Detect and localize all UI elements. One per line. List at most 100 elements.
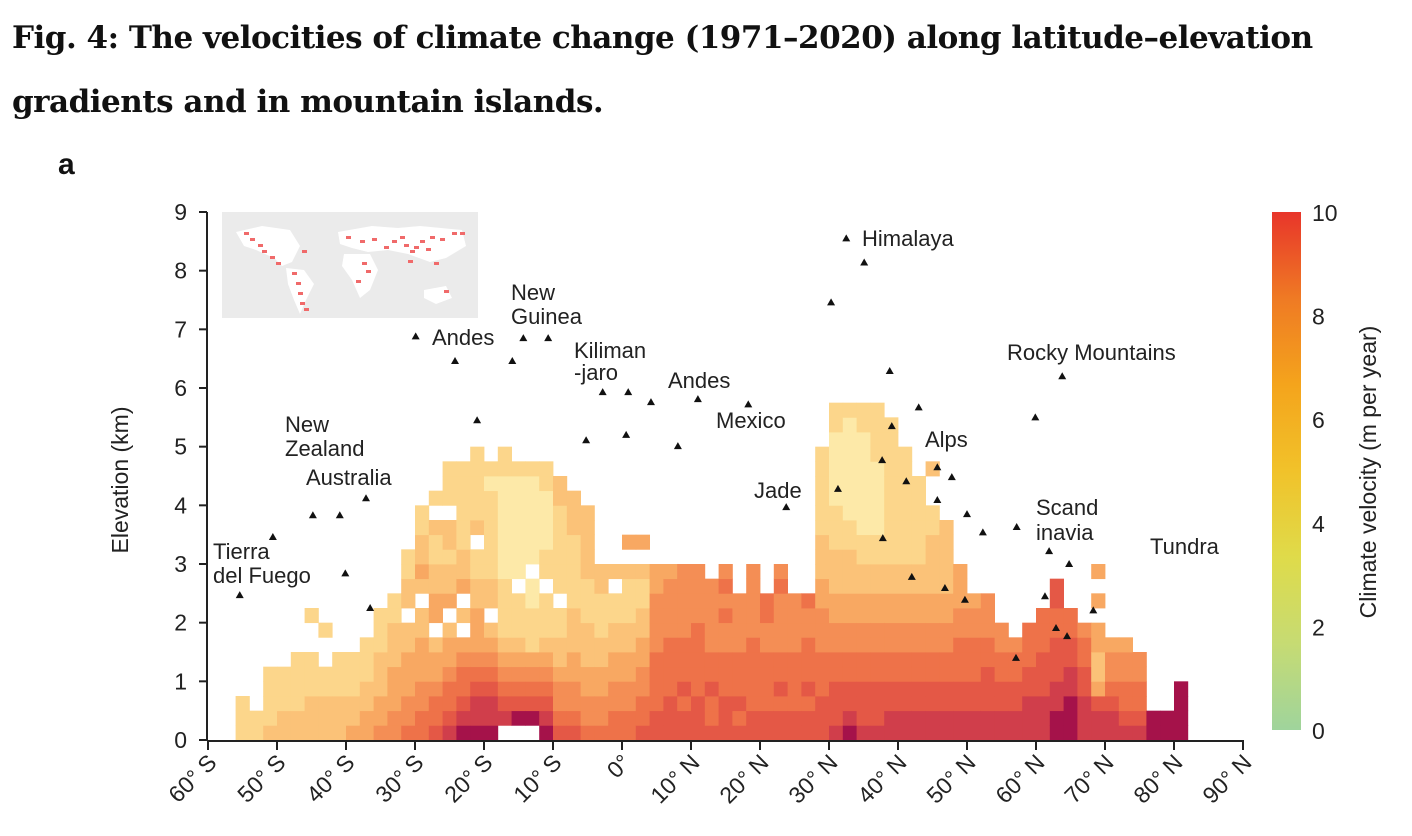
heatmap-cell [663, 725, 678, 741]
heatmap-cell [428, 681, 443, 697]
heatmap-cell [898, 578, 913, 594]
heatmap-cell [622, 666, 637, 682]
heatmap-cell [870, 681, 885, 697]
heatmap-cell [401, 725, 416, 741]
heatmap-cell [539, 725, 554, 741]
inset-mountain-highlight [420, 240, 425, 243]
y-tick-label: 7 [174, 316, 187, 342]
heatmap-cell [953, 710, 968, 726]
colorbar-tick-label: 0 [1312, 718, 1325, 744]
heatmap-cell [415, 520, 430, 536]
x-tick-label: 0° [602, 749, 636, 783]
heatmap-cell [1132, 710, 1147, 726]
inset-continent [338, 226, 466, 262]
heatmap-cell [359, 666, 374, 682]
heatmap-cell [1036, 637, 1051, 653]
heatmap-cell [470, 476, 485, 492]
heatmap-cell [387, 681, 402, 697]
inset-mountain-highlight [262, 250, 267, 253]
x-tick-label: 80° N [1128, 749, 1187, 808]
heatmap-cell [870, 622, 885, 638]
heatmap-cell [898, 725, 913, 741]
label-australia: Australia [306, 465, 392, 490]
peak-triangle-icon [933, 463, 942, 471]
heatmap-cell [580, 608, 595, 624]
heatmap-cell [870, 725, 885, 741]
heatmap-cell [677, 681, 692, 697]
heatmap-cell [760, 725, 775, 741]
heatmap-cell [580, 520, 595, 536]
heatmap-cell [415, 608, 430, 624]
label-mexico: Mexico [716, 408, 786, 433]
heatmap-cell [1063, 681, 1078, 697]
heatmap-cell [442, 696, 457, 712]
heatmap-cell [1174, 710, 1189, 726]
heatmap-cell [470, 490, 485, 506]
heatmap-cell [1036, 696, 1051, 712]
heatmap-cell [553, 696, 568, 712]
heatmap-cell [663, 681, 678, 697]
heatmap-cell [787, 593, 802, 609]
heatmap-cell [1063, 637, 1078, 653]
heatmap-cell [387, 593, 402, 609]
heatmap-cell [815, 549, 830, 565]
heatmap-cell [1077, 622, 1092, 638]
heatmap-cell [994, 666, 1009, 682]
heatmap-cell [1049, 696, 1064, 712]
x-tick-label: 40° S [301, 749, 359, 807]
peak-triangle-icon [582, 436, 591, 444]
heatmap-cell [911, 637, 926, 653]
heatmap-cell [953, 652, 968, 668]
heatmap-cell [1118, 637, 1133, 653]
heatmap-cell [511, 564, 526, 580]
heatmap-cell [511, 534, 526, 550]
figure-caption: Fig. 4: The velocities of climate change… [12, 6, 1402, 134]
heatmap-cell [442, 666, 457, 682]
heatmap-cell [539, 637, 554, 653]
heatmap-cell [428, 564, 443, 580]
heatmap-cell [1118, 710, 1133, 726]
heatmap-cell [263, 696, 278, 712]
heatmap-cell [967, 666, 982, 682]
heatmap-cell [594, 652, 609, 668]
heatmap-cell [925, 666, 940, 682]
heatmap-cell [553, 622, 568, 638]
heatmap-cell [925, 534, 940, 550]
label-scandinavia-1: Scand [1036, 495, 1098, 520]
heatmap-cell [1091, 637, 1106, 653]
y-tick-label: 0 [174, 727, 187, 753]
heatmap-cell [829, 696, 844, 712]
heatmap-cell [870, 578, 885, 594]
heatmap-cell [691, 578, 706, 594]
heatmap-cell [856, 549, 871, 565]
label-new-zealand-2: Zealand [285, 436, 365, 461]
heatmap-cell [428, 608, 443, 624]
heatmap-cell [277, 681, 292, 697]
label-kilimanjaro-2: -jaro [574, 360, 618, 385]
heatmap-cell [884, 622, 899, 638]
heatmap-cell [290, 696, 305, 712]
heatmap-cell [1049, 652, 1064, 668]
heatmap-cell [608, 652, 623, 668]
heatmap-cell [415, 549, 430, 565]
heatmap-cell [925, 578, 940, 594]
peak-triangle-icon [1040, 592, 1049, 600]
heatmap-cell [415, 652, 430, 668]
heatmap-cell [525, 593, 540, 609]
inset-mountain-highlight [434, 262, 439, 265]
inset-mountain-highlight [298, 292, 303, 295]
x-tick-label: 20° N [714, 749, 773, 808]
heatmap-cell [760, 637, 775, 653]
heatmap-cell [760, 666, 775, 682]
peak-triangle-icon [544, 334, 553, 342]
heatmap-cell [484, 652, 499, 668]
heatmap-cell [497, 476, 512, 492]
heatmap-cell [704, 696, 719, 712]
heatmap-cell [856, 637, 871, 653]
heatmap-cells [235, 402, 1189, 741]
x-tick-label: 50° S [232, 749, 290, 807]
heatmap-cell [911, 490, 926, 506]
heatmap-cell [953, 593, 968, 609]
heatmap-cell [622, 696, 637, 712]
heatmap-cell [1008, 725, 1023, 741]
